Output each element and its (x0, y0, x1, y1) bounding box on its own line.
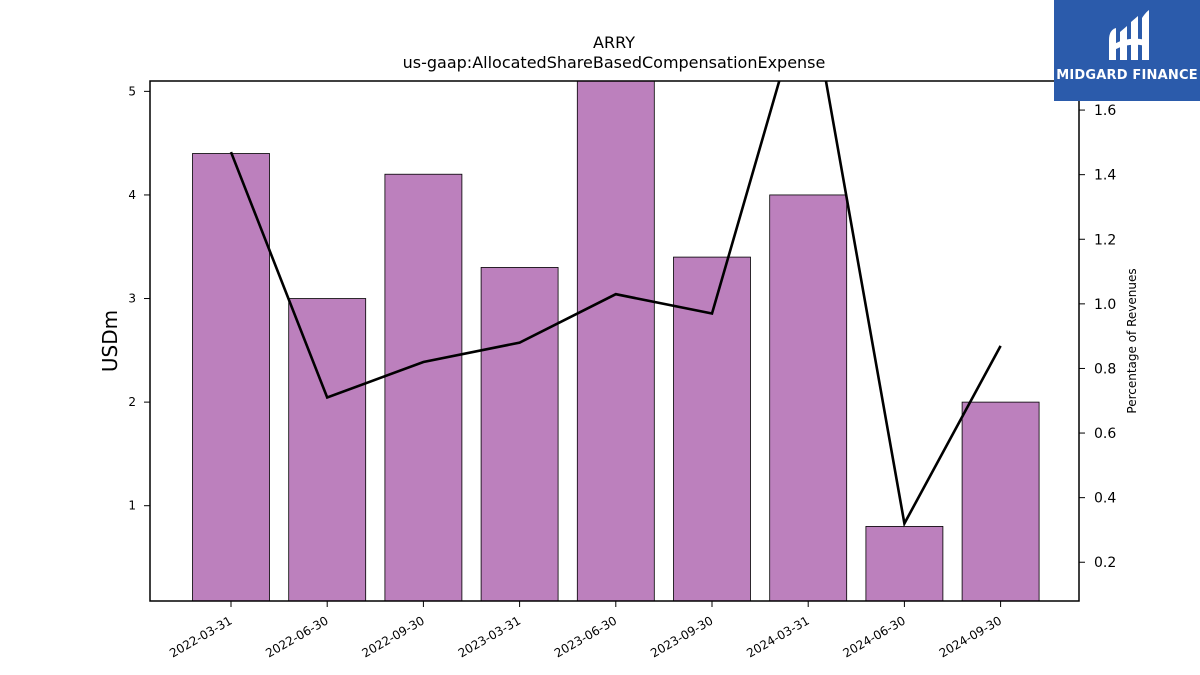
chart-subtitle: us-gaap:AllocatedShareBasedCompensationE… (403, 53, 826, 72)
y-tick-label: 3 (128, 292, 136, 306)
ratio-line (229, 81, 1002, 528)
y2-tick-label: 0.4 (1094, 491, 1116, 507)
bar (192, 153, 270, 601)
y2-tick-label: 1.0 (1094, 297, 1116, 313)
y-axis-label: USDm (98, 310, 122, 372)
y2-tick-label: 1.6 (1094, 103, 1116, 119)
bar (480, 267, 559, 601)
x-tick-label: 2023-03-31 (456, 613, 523, 660)
y-tick-label: 1 (128, 499, 136, 513)
bar (288, 298, 367, 601)
logo-text: MIDGARD FINANCE (1056, 68, 1198, 83)
bar (576, 81, 655, 601)
bar (769, 194, 848, 601)
x-tick-label: 2023-06-30 (552, 613, 619, 660)
x-tick-label: 2024-03-31 (744, 613, 811, 660)
x-tick-label: 2022-06-30 (263, 613, 330, 660)
x-tick-label: 2024-06-30 (840, 613, 907, 660)
bar (384, 173, 463, 601)
y-tick-label: 5 (128, 84, 136, 98)
y2-tick-label: 0.2 (1094, 555, 1116, 571)
logo-mark-icon (1109, 10, 1149, 60)
x-tick-label: 2022-09-30 (359, 613, 426, 660)
y2-tick-label: 1.2 (1094, 232, 1116, 248)
x-tick-label: 2023-09-30 (648, 613, 715, 660)
y2-tick-label: 0.8 (1094, 361, 1116, 377)
y-tick-label: 4 (128, 188, 136, 202)
plot-frame (149, 80, 1080, 602)
brand-logo: MIDGARD FINANCE (1054, 0, 1200, 101)
y2-tick-label: 1.4 (1094, 168, 1116, 184)
chart-title: ARRY (593, 33, 635, 52)
bar (961, 401, 1040, 601)
x-tick-label: 2022-03-31 (167, 613, 234, 660)
y2-tick-label: 0.6 (1094, 426, 1116, 442)
y2-axis-label: Percentage of Revenues (1125, 268, 1139, 413)
bar (865, 526, 944, 601)
x-tick-label: 2024-09-30 (937, 613, 1004, 660)
y-tick-label: 2 (128, 395, 136, 409)
